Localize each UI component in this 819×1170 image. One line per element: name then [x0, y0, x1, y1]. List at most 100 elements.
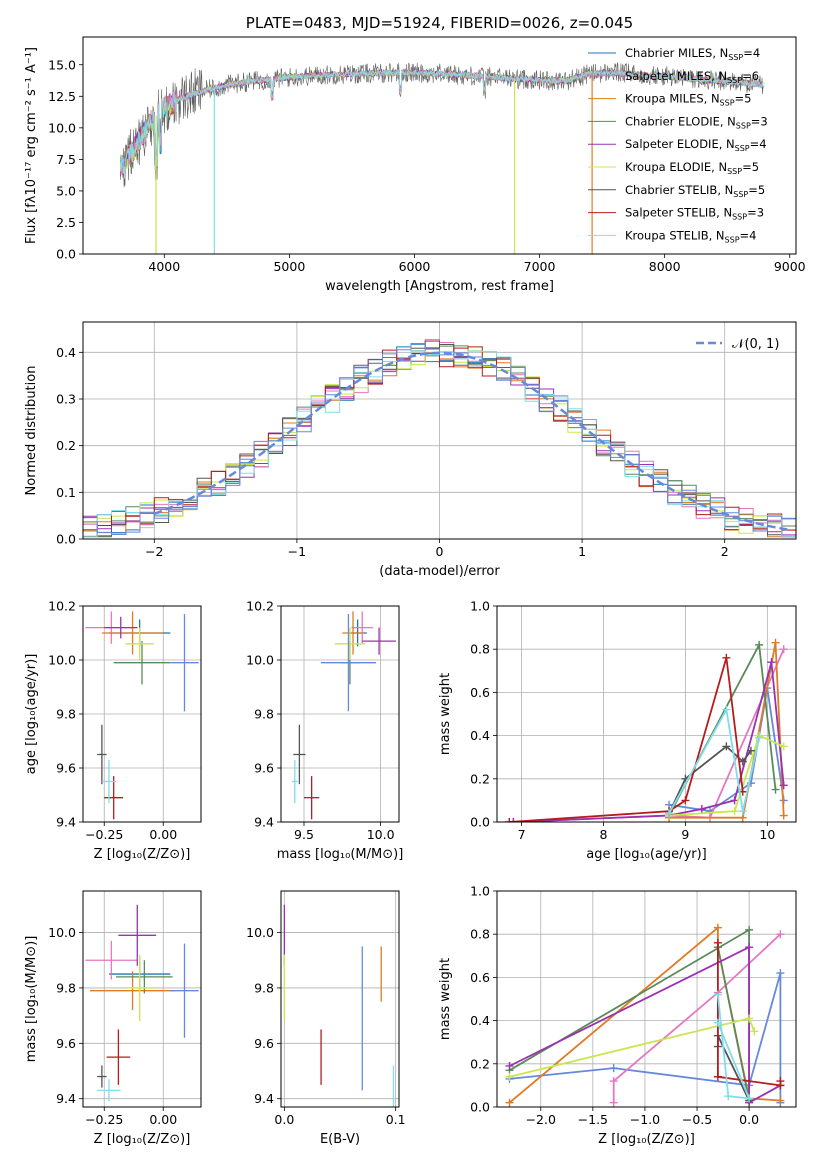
y-tick-label: 0.3 — [56, 392, 76, 407]
weight-line — [509, 945, 781, 1105]
x-tick-label: 9.5 — [294, 827, 314, 842]
y-tick-label: 15.0 — [48, 57, 76, 72]
x-tick-label: 0.1 — [386, 1112, 406, 1127]
x-tick-label: −2 — [145, 544, 163, 559]
x-tick-label: 0 — [436, 544, 444, 559]
legend-label: Chabrier STELIB, NSSP=5 — [625, 183, 765, 199]
x-axis-label: (data-model)/error — [379, 564, 500, 579]
mass-weight-vs-z-panel: −2.0 −1.5 −1.0 −0.5 0.0 0.0 0.2 0.4 0.6 0.8 1.0 Z [… — [438, 884, 797, 1147]
y-axis-label: mass weight — [438, 958, 453, 1040]
x-tick-label: 2 — [721, 544, 729, 559]
y-tick-label: 9.4 — [56, 1091, 76, 1106]
y-tick-label: 10.2 — [48, 599, 76, 614]
x-axis-label: E(B-V) — [320, 1132, 360, 1147]
y-tick-label: 9.4 — [56, 815, 76, 830]
x-tick-label: 7000 — [524, 259, 556, 274]
x-tick-label: 9000 — [774, 259, 806, 274]
y-tick-label: 9.8 — [56, 707, 76, 722]
y-tick-label: 0.8 — [470, 927, 490, 942]
x-tick-label: 10.0 — [367, 827, 395, 842]
age-vs-mass-panel: 9.5 10.0 9.4 9.6 9.8 10.0 10.2 mass [log₁₀(M/M⊙… — [246, 599, 403, 863]
y-tick-label: 10.0 — [48, 925, 76, 940]
y-tick-label: 0.4 — [470, 1013, 490, 1028]
y-tick-label: 0.0 — [56, 532, 76, 547]
y-tick-label: 0.6 — [470, 970, 490, 985]
y-tick-label: 9.6 — [56, 761, 76, 776]
mass-vs-z-panel: −0.25 0.00 9.4 9.6 9.8 10.0 Z [log₁₀(Z/Z⊙)] mas… — [24, 890, 202, 1147]
y-tick-label: 9.6 — [56, 1036, 76, 1051]
weight-marker — [755, 733, 764, 742]
weight-marker — [779, 781, 788, 790]
weight-marker — [776, 1096, 785, 1105]
weight-marker — [776, 1077, 785, 1086]
weight-marker — [724, 1092, 733, 1101]
weight-marker — [713, 1018, 722, 1027]
y-tick-label: 10.0 — [48, 120, 76, 135]
x-tick-label: 0.00 — [149, 1112, 177, 1127]
weight-marker — [745, 943, 754, 952]
y-tick-label: 0.2 — [470, 1056, 490, 1071]
weight-line — [509, 657, 744, 822]
x-tick-label: −1.5 — [578, 1112, 608, 1127]
axes-frame — [496, 890, 797, 1108]
x-tick-label: 6000 — [399, 259, 431, 274]
mass-weight-vs-age-plot-area — [497, 606, 796, 822]
weight-marker — [755, 640, 764, 649]
weight-marker — [505, 1061, 514, 1070]
weight-marker — [730, 807, 739, 816]
weight-marker — [767, 658, 776, 667]
legend-label: Chabrier MILES, NSSP=4 — [625, 46, 760, 62]
y-tick-label: 0.2 — [470, 771, 490, 786]
weight-marker — [697, 805, 706, 814]
legend-label: Kroupa STELIB, NSSP=4 — [625, 228, 756, 244]
weight-marker — [609, 1064, 618, 1073]
x-tick-label: 0.00 — [149, 827, 177, 842]
weight-marker — [509, 818, 518, 822]
weight-marker — [745, 1094, 754, 1103]
x-tick-label: 0.0 — [274, 1112, 294, 1127]
y-tick-label: 0.6 — [470, 685, 490, 700]
x-tick-label: −1.0 — [630, 1112, 660, 1127]
y-tick-label: 0.0 — [470, 815, 490, 830]
weight-marker — [722, 742, 731, 751]
weight-marker — [713, 1072, 722, 1081]
weight-marker — [738, 807, 747, 816]
weight-line — [668, 706, 760, 814]
weight-marker — [505, 818, 514, 822]
y-tick-label: 9.4 — [254, 1091, 274, 1106]
y-tick-label: 5.0 — [56, 183, 76, 198]
x-tick-label: 0.0 — [739, 1112, 759, 1127]
y-tick-label: 0.8 — [470, 642, 490, 657]
legend-label: 𝒩(0, 1) — [732, 337, 779, 352]
axes-frame — [496, 605, 797, 823]
y-tick-label: 7.5 — [56, 152, 76, 167]
y-tick-label: 9.8 — [254, 707, 274, 722]
y-tick-label: 2.5 — [56, 215, 76, 230]
mass-weight-vs-z-plot-area — [497, 891, 796, 1107]
y-axis-label: age [log₁₀(age/yr)] — [24, 654, 39, 775]
legend-label: Salpeter ELODIE, NSSP=4 — [625, 137, 767, 153]
x-tick-label: 4000 — [148, 259, 180, 274]
legend-label: Kroupa ELODIE, NSSP=5 — [625, 160, 759, 176]
weight-marker — [722, 653, 731, 662]
axes-frame — [82, 605, 202, 823]
weight-marker — [771, 638, 780, 647]
legend-label: Kroupa MILES, NSSP=5 — [625, 92, 751, 108]
legend-label: Salpeter STELIB, NSSP=3 — [625, 206, 764, 222]
y-axis-label: mass weight — [438, 673, 453, 755]
age-vs-z-panel: −0.25 0.00 9.4 9.6 9.8 10.0 10.2 Z [log₁₀(Z/Z⊙)… — [24, 599, 202, 862]
weight-line — [717, 994, 751, 1100]
mass-vs-ebv-plot-area — [281, 891, 399, 1107]
weight-marker — [609, 1098, 618, 1107]
x-tick-label: −1 — [288, 544, 306, 559]
x-axis-label: mass [log₁₀(M/M⊙)] — [277, 847, 404, 862]
y-axis-label: Flux [fλ10⁻¹⁷ erg cm⁻² s⁻¹ A⁻¹] — [24, 47, 39, 244]
y-tick-label: 9.6 — [254, 1036, 274, 1051]
age-vs-z-plot-area — [83, 606, 201, 822]
x-tick-label: 1 — [578, 544, 586, 559]
residuals-plot-area — [83, 322, 796, 539]
x-tick-label: 8 — [600, 827, 608, 842]
weight-marker — [722, 705, 731, 714]
spectrum-plot-area — [120, 61, 765, 254]
